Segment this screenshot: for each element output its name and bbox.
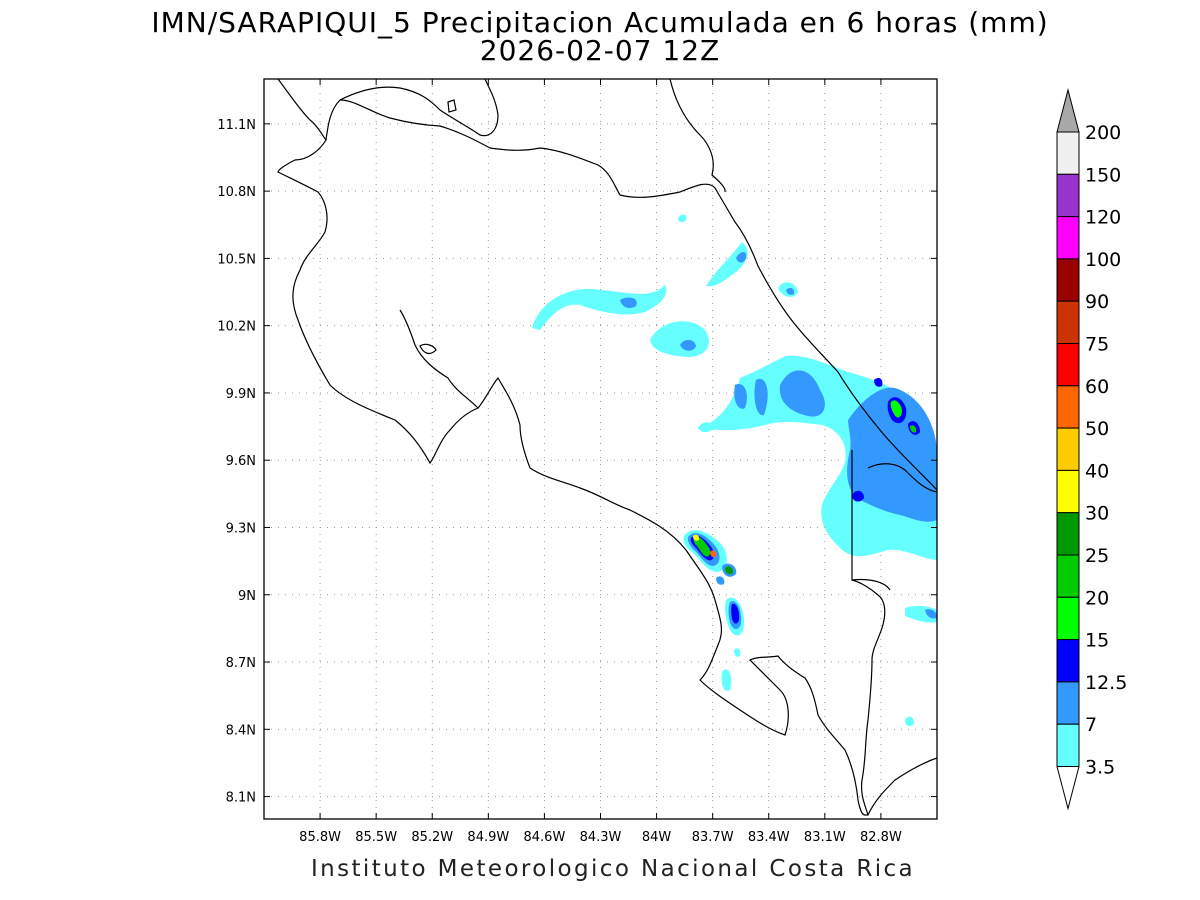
y-tick-label: 10.8N: [217, 185, 256, 200]
colorbar-under-triangle: [1056, 766, 1080, 811]
colorbar-level-label: 7: [1085, 714, 1097, 736]
map-title: IMN/SARAPIQUI_5 Precipitacion Acumulada …: [151, 6, 1049, 39]
x-tick-label: 85.8W: [299, 830, 341, 845]
colorbar-segment: [1056, 469, 1080, 514]
colorbar-segment: [1056, 596, 1080, 641]
x-tick-label: 84.6W: [524, 830, 566, 845]
y-tick-label: 10.2N: [217, 320, 256, 335]
colorbar-level-label: 90: [1085, 291, 1109, 313]
x-tick-label: 85.2W: [411, 830, 453, 845]
y-tick-label: 8.1N: [226, 791, 256, 806]
colorbar-level-label: 60: [1085, 376, 1109, 398]
x-tick-label: 84.9W: [467, 830, 509, 845]
y-tick-label: 9.3N: [226, 521, 256, 536]
colorbar-level-label: 30: [1085, 503, 1109, 525]
colorbar-segment: [1056, 385, 1080, 429]
colorbar-legend: 3.5 7 12.5 15 20 25 30 40 50 60 75 90 100 120 150 200: [1056, 88, 1127, 811]
map-grid: [264, 79, 937, 819]
x-tick-label: 82.8W: [860, 830, 902, 845]
colorbar-segment: [1056, 681, 1080, 725]
colorbar-segment: [1056, 300, 1080, 345]
colorbar-level-label: 50: [1085, 418, 1109, 440]
colorbar-level-label: 40: [1085, 460, 1109, 482]
colorbar-segment: [1056, 216, 1080, 260]
colorbar-segment: [1056, 639, 1080, 683]
x-tick-label: 83.1W: [804, 830, 846, 845]
longitude-tick-labels: 85.8W 85.5W 85.2W 84.9W 84.6W 84.3W 84W 83.7W 83…: [299, 79, 902, 845]
y-tick-label: 10.5N: [217, 252, 256, 267]
colorbar-over-triangle: [1056, 88, 1080, 133]
x-tick-label: 83.7W: [692, 830, 734, 845]
colorbar-level-label: 100: [1085, 249, 1121, 271]
coastline-borders: [277, 78, 938, 816]
colorbar-segment: [1056, 258, 1080, 302]
colorbar-segment: [1056, 723, 1080, 768]
x-tick-label: 85.5W: [355, 830, 397, 845]
y-tick-label: 9.9N: [226, 387, 256, 402]
y-tick-label: 11.1N: [217, 118, 256, 133]
colorbar-level-label: 150: [1085, 164, 1121, 186]
y-tick-label: 9N: [238, 589, 256, 604]
map-background: [264, 79, 937, 819]
colorbar-segment: [1056, 554, 1080, 598]
y-tick-label: 9.6N: [226, 454, 256, 469]
colorbar-level-label: 200: [1085, 122, 1121, 144]
x-tick-label: 84.3W: [580, 830, 622, 845]
x-tick-label: 83.4W: [748, 830, 790, 845]
y-tick-label: 8.7N: [226, 656, 256, 671]
colorbar-level-label: 20: [1085, 587, 1109, 609]
colorbar-segment: [1056, 427, 1080, 471]
colorbar-segment: [1056, 131, 1080, 175]
colorbar-level-label: 25: [1085, 545, 1109, 567]
latitude-tick-labels: 11.1N 10.8N 10.5N 10.2N 9.9N 9.6N 9.3N 9N 8.7N 8.…: [217, 118, 937, 806]
x-tick-label: 84W: [642, 830, 672, 845]
credit-text: Instituto Meteorologico Nacional Costa R…: [310, 856, 916, 882]
colorbar-segment: [1056, 173, 1080, 218]
map-subtitle-date: 2026-02-07 12Z: [479, 34, 721, 67]
colorbar-level-label: 15: [1085, 630, 1109, 652]
colorbar-segment: [1056, 512, 1080, 556]
colorbar-level-label: 120: [1085, 207, 1121, 229]
colorbar-level-label: 75: [1085, 334, 1109, 356]
colorbar-level-label: 3.5: [1085, 757, 1115, 779]
precipitation-field: [532, 214, 937, 727]
y-tick-label: 8.4N: [226, 723, 256, 738]
colorbar-segment: [1056, 343, 1080, 387]
colorbar-level-label: 12.5: [1085, 672, 1127, 694]
